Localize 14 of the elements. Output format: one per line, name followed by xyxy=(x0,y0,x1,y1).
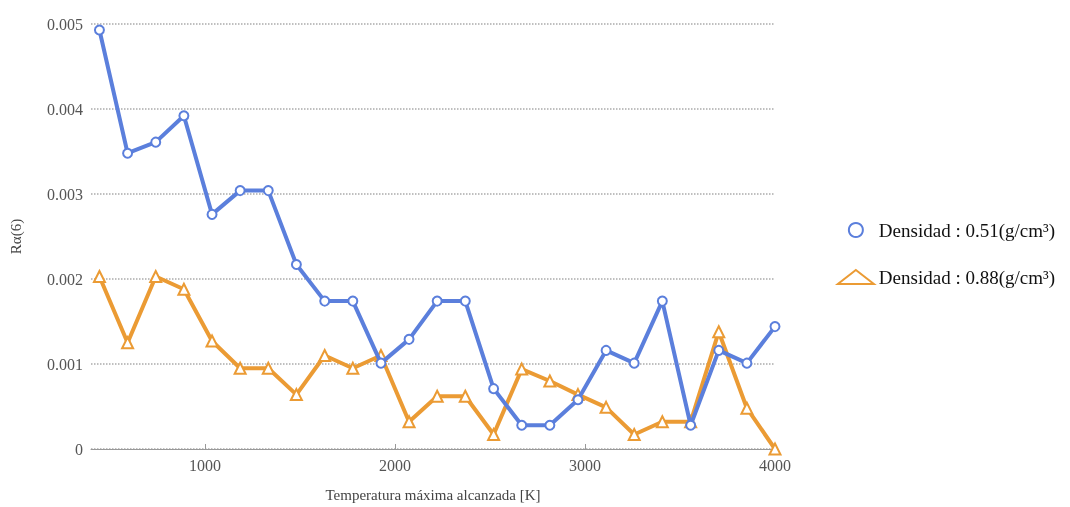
x-tick-label: 2000 xyxy=(379,456,411,474)
y-axis-title: Rα(6) xyxy=(7,218,25,255)
y-tick-label: 0.002 xyxy=(47,270,83,288)
x-tick-label: 1000 xyxy=(189,456,221,474)
y-tick-label: 0.005 xyxy=(47,15,83,33)
y-tick-label: 0.003 xyxy=(47,185,83,203)
legend-label: Densidad : 0.88(g/cm³) xyxy=(878,266,1056,289)
x-axis-title: Temperatura máxima alcanzada [K] xyxy=(325,486,541,503)
y-tick-label: 0.001 xyxy=(47,355,83,373)
y-tick-label: 0.004 xyxy=(47,100,83,118)
x-tick-label: 3000 xyxy=(569,456,601,474)
legend-label: Densidad : 0.51(g/cm³) xyxy=(878,219,1056,242)
y-tick-label: 0 xyxy=(75,440,83,458)
x-tick-label: 4000 xyxy=(759,456,791,474)
